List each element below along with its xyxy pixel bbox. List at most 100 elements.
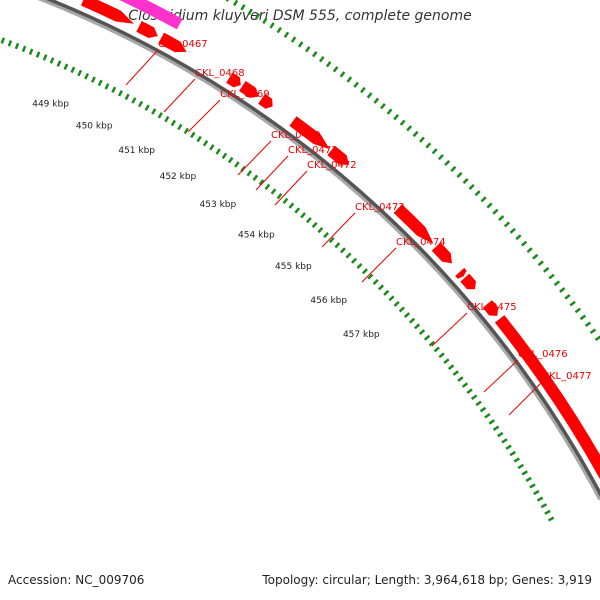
gene-arrow: [136, 20, 158, 38]
gene-label: CKL_0475: [467, 302, 517, 313]
tick-mark: [383, 289, 390, 296]
tick-mark: [452, 370, 459, 376]
tick-mark: [526, 247, 533, 254]
tick-mark: [433, 346, 440, 353]
tick-mark: [305, 217, 312, 224]
tick-mark: [56, 60, 62, 67]
tick-mark: [414, 323, 421, 330]
tick-mark: [304, 46, 311, 53]
tick-mark: [513, 457, 520, 463]
tick-mark: [543, 267, 550, 273]
tick-mark: [515, 234, 522, 241]
leader-line: [431, 312, 468, 347]
tick-mark: [117, 90, 123, 97]
tick-mark: [104, 83, 110, 90]
tick-mark: [373, 97, 380, 104]
gene-arrow: [158, 32, 187, 53]
tick-mark: [84, 73, 89, 80]
tick-label: 453 kbp: [200, 200, 237, 210]
gene-arrow: [226, 72, 241, 88]
tick-mark: [533, 489, 540, 496]
tick-mark: [353, 81, 359, 88]
tick-mark: [28, 48, 34, 55]
tick-mark: [111, 86, 117, 94]
tick-mark: [537, 260, 544, 267]
tick-mark: [276, 26, 282, 34]
tick-mark: [456, 171, 463, 178]
tick-mark: [325, 61, 332, 68]
tick-mark: [264, 183, 271, 191]
tick-mark: [540, 503, 548, 509]
feature-track: [80, 0, 600, 480]
tick-mark: [468, 184, 475, 191]
tick-mark: [423, 334, 431, 341]
tick-mark: [498, 215, 505, 222]
tick-mark: [492, 425, 500, 431]
tick-mark: [209, 144, 215, 151]
tick-mark: [584, 321, 592, 328]
tick-mark: [312, 51, 318, 58]
tick-mark: [318, 55, 325, 63]
tick-mark: [131, 97, 137, 104]
tick-label: 454 kbp: [238, 230, 275, 240]
gene-labels: CKL_0467 CKL_0468 CKL_0469 CKL_0470 CKL_0471…: [125, 39, 592, 416]
tick-mark: [398, 306, 405, 313]
tick-mark: [548, 273, 555, 280]
tick-mark: [164, 115, 170, 123]
tick-mark: [157, 112, 163, 119]
tick-mark: [276, 193, 283, 200]
tick-mark: [345, 252, 352, 259]
tick-mark: [425, 142, 432, 149]
tick-mark: [21, 45, 27, 53]
tick-mark: [547, 516, 555, 522]
tick-mark: [470, 394, 478, 401]
tick-mark: [137, 100, 144, 108]
tick-mark: [14, 42, 20, 50]
gene-arrow: [393, 204, 434, 244]
tick-mark: [254, 13, 261, 20]
tick-mark: [466, 388, 473, 394]
tick-mark: [486, 202, 493, 209]
tick-mark: [475, 400, 482, 407]
tick-mark: [419, 136, 425, 143]
gene-arrow: [455, 267, 467, 279]
leader-line: [361, 247, 397, 283]
tick-mark: [240, 4, 246, 11]
tick-mark: [520, 240, 528, 247]
gene-label: CKL_0477: [542, 371, 592, 382]
tick-mark: [474, 190, 481, 197]
tick-mark: [437, 154, 444, 161]
tick-mark: [553, 280, 561, 287]
tick-mark: [234, 161, 240, 168]
tick-mark: [438, 352, 445, 359]
tick-mark: [457, 376, 464, 382]
gene-label: CKL_0467: [158, 39, 208, 50]
tick-mark: [177, 123, 183, 131]
tick-mark: [247, 8, 253, 15]
tick-mark: [294, 207, 301, 214]
tick-label: 452 kbp: [160, 172, 197, 182]
tick-labels: 449 kbp 450 kbp 451 kbp 452 kbp 453 kbp 454 k…: [32, 100, 380, 340]
tick-mark: [497, 431, 504, 438]
tick-mark: [124, 93, 130, 101]
tick-mark: [447, 364, 455, 370]
tick-mark: [367, 273, 374, 280]
tick-mark: [366, 92, 373, 99]
leader-line: [483, 359, 519, 393]
tick-mark: [35, 51, 41, 58]
tick-mark: [0, 37, 6, 44]
gene-arrow: [258, 93, 273, 109]
tick-mark: [70, 66, 76, 74]
tick-mark: [225, 0, 229, 2]
tick-mark: [372, 278, 379, 285]
gene-arrow: [80, 0, 134, 24]
leader-line: [321, 212, 356, 248]
tick-mark: [488, 419, 495, 425]
tick-mark: [77, 69, 83, 77]
tick-mark: [480, 196, 487, 203]
tick-mark: [574, 307, 581, 314]
tick-mark: [412, 130, 419, 138]
tick-mark: [569, 300, 576, 307]
gene-label: CKL_0469: [220, 89, 270, 100]
